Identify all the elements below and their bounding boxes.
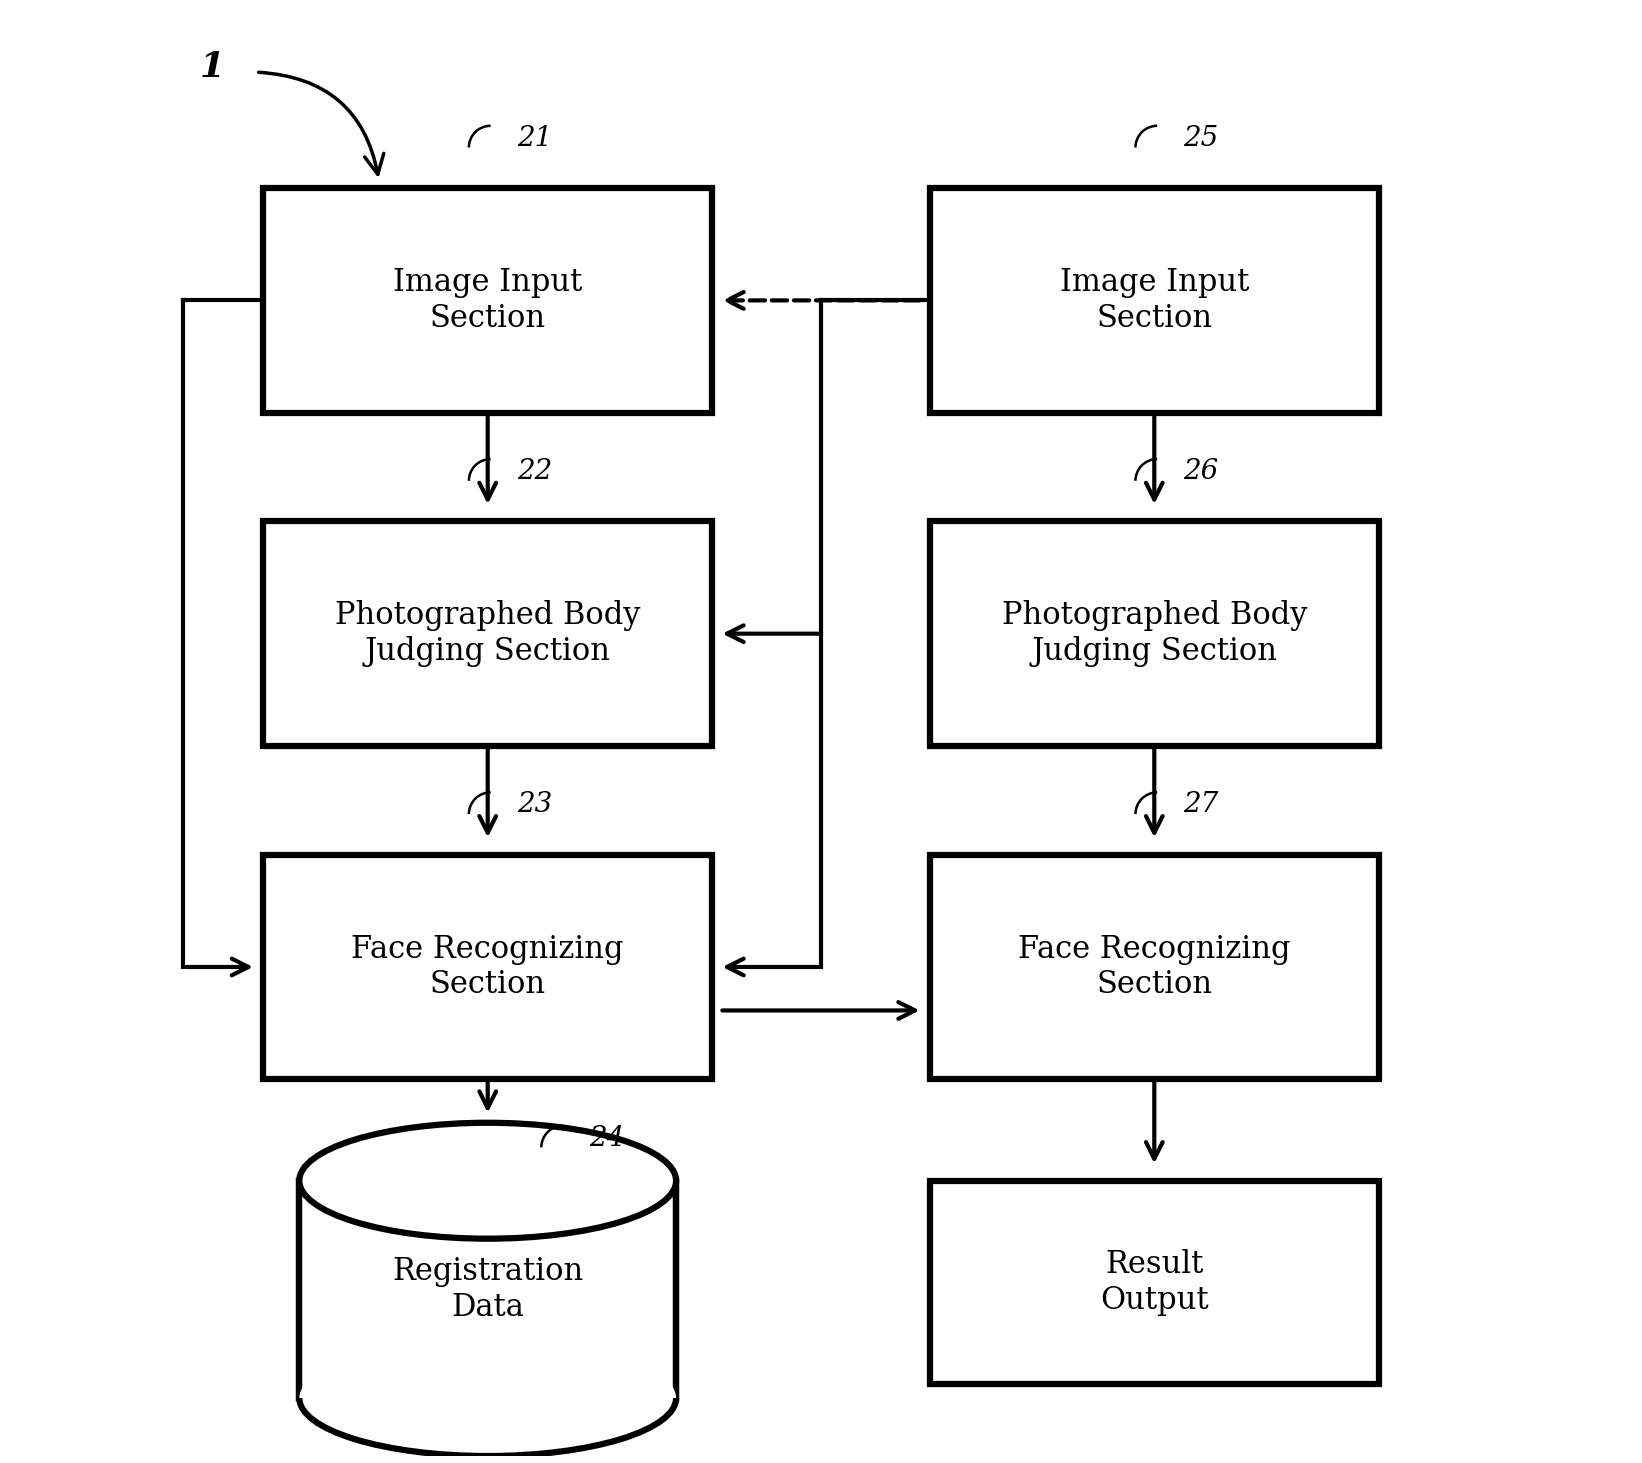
Text: Photographed Body
Judging Section: Photographed Body Judging Section — [335, 600, 640, 667]
Bar — [929, 521, 1379, 746]
Text: Photographed Body
Judging Section: Photographed Body Judging Section — [1002, 600, 1307, 667]
Text: 27: 27 — [1184, 791, 1218, 818]
Ellipse shape — [299, 1122, 677, 1239]
Bar — [929, 854, 1379, 1080]
Text: 24: 24 — [589, 1125, 624, 1151]
Bar — [263, 521, 713, 746]
Text: 22: 22 — [517, 458, 552, 486]
Bar — [263, 189, 713, 413]
Text: Image Input
Section: Image Input Section — [392, 266, 583, 334]
Bar — [929, 1181, 1379, 1384]
Text: 21: 21 — [517, 124, 552, 152]
Text: 1: 1 — [200, 50, 225, 85]
Text: Result
Output: Result Output — [1100, 1249, 1209, 1315]
Ellipse shape — [299, 1340, 677, 1456]
Bar — [299, 1181, 677, 1399]
Text: Registration
Data: Registration Data — [392, 1257, 583, 1323]
Text: 26: 26 — [1184, 458, 1218, 486]
Text: 23: 23 — [517, 791, 552, 818]
Bar — [929, 189, 1379, 413]
Text: Face Recognizing
Section: Face Recognizing Section — [351, 933, 624, 1001]
Text: 25: 25 — [1184, 124, 1218, 152]
Text: Image Input
Section: Image Input Section — [1059, 266, 1250, 334]
Bar — [263, 854, 713, 1080]
Text: Face Recognizing
Section: Face Recognizing Section — [1018, 933, 1291, 1001]
